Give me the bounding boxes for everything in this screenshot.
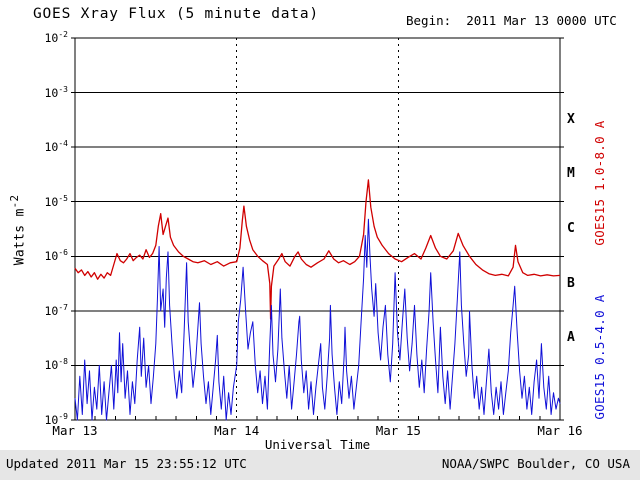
- y-axis-tick-label: 10-9: [44, 412, 69, 427]
- y-axis-tick-label: 10-3: [44, 84, 69, 100]
- flare-class-label-m: M: [567, 166, 575, 182]
- flare-class-label-b: B: [567, 275, 575, 291]
- x-axis-tick-label: Mar 13: [52, 423, 98, 438]
- legend-short-channel-label: GOES15 0.5-4.0 A: [592, 294, 607, 420]
- y-axis-title: Watts m-2: [8, 175, 27, 285]
- page-title: GOES Xray Flux (5 minute data): [33, 6, 319, 22]
- plot-border: [74, 37, 561, 421]
- noaa-credit: NOAA/SWPC Boulder, CO USA: [441, 456, 630, 471]
- flare-class-label-c: C: [567, 221, 575, 236]
- footer-band: [0, 450, 640, 480]
- y-axis-tick-label: 10-6: [44, 248, 69, 264]
- x-axis-tick-label: Mar 14: [214, 423, 260, 438]
- y-axis-tick-label: 10-7: [44, 302, 69, 318]
- flare-class-label-x: X: [567, 111, 575, 127]
- y-axis-tick-label: 10-4: [44, 139, 69, 154]
- x-axis-tick-label: Mar 15: [375, 423, 421, 438]
- long-channel-series-line: [74, 179, 561, 320]
- y-axis-title-exponent: -2: [8, 194, 21, 209]
- legend-long-channel-label: GOES15 1.0-8.0 A: [592, 120, 607, 246]
- y-axis-tick-label: 10-8: [44, 357, 69, 373]
- y-axis-tick-label: 10-2: [44, 30, 69, 45]
- x-axis-title: Universal Time: [264, 437, 371, 452]
- short-channel-series-line: [74, 218, 561, 421]
- begin-time-label: Begin: 2011 Mar 13 0000 UTC: [406, 13, 617, 28]
- x-axis-tick-label: Mar 16: [537, 423, 583, 438]
- y-axis-tick-label: 10-5: [44, 193, 69, 209]
- y-axis-title-text: Watts m: [12, 208, 28, 266]
- updated-timestamp: Updated 2011 Mar 15 23:55:12 UTC: [6, 456, 247, 471]
- flare-class-label-a: A: [567, 330, 575, 346]
